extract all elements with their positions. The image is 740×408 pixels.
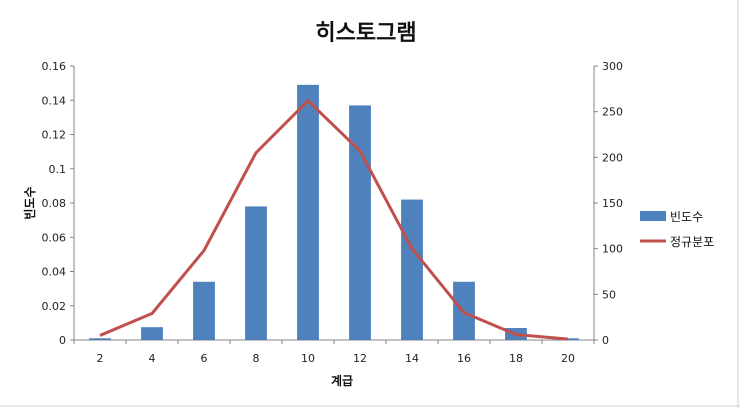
x-tick-label: 10 [301, 352, 315, 365]
y-tick-label: 0.12 [42, 129, 67, 142]
plot-area: 0 0.02 0.04 0.06 0.08 0.1 0.12 0.14 0.16 0 50 100 15… [42, 60, 624, 365]
legend-label-normal: 정규분포 [670, 235, 714, 249]
y-axis-title: 빈도수 [22, 186, 37, 219]
y-tick-label: 0 [59, 334, 66, 347]
chart-title: 히스토그램 [315, 21, 416, 46]
y-tick-label: 0.1 [49, 163, 67, 176]
x-axis-title: 계급 [331, 373, 353, 388]
y2-tick-label: 0 [602, 334, 609, 347]
y-tick-label: 0.08 [42, 197, 67, 210]
histogram-bar [297, 84, 319, 341]
x-tick-label: 6 [201, 352, 208, 365]
x-tick-label: 16 [457, 352, 471, 365]
y-tick-label: 0.04 [42, 266, 67, 279]
y2-tick-label: 250 [602, 106, 623, 119]
y2-tick-label: 50 [602, 288, 616, 301]
y-tick-label: 0.16 [42, 60, 67, 73]
x-tick-label: 14 [405, 352, 419, 365]
y2-tick-label: 200 [602, 151, 623, 164]
legend-swatch-bar [640, 211, 666, 221]
x-tick-label: 2 [97, 352, 104, 365]
normal-distribution-line [99, 99, 569, 341]
y-tick-label: 0.06 [42, 231, 67, 244]
histogram-bar [141, 327, 163, 340]
x-tick-label: 4 [149, 352, 156, 365]
y-tick-label: 0.02 [42, 300, 67, 313]
histogram-bar [193, 281, 215, 340]
x-tick-label: 12 [353, 352, 367, 365]
y2-tick-label: 300 [602, 60, 623, 73]
histogram-bar [401, 199, 423, 340]
x-tick-label: 18 [509, 352, 523, 365]
x-tick-label: 8 [253, 352, 260, 365]
histogram-bar [557, 338, 579, 340]
histogram-bar [245, 206, 267, 340]
legend-label-frequency: 빈도수 [670, 210, 703, 224]
y2-tick-label: 150 [602, 197, 623, 210]
y2-tick-label: 100 [602, 243, 623, 256]
histogram-bar [349, 105, 371, 340]
y-tick-label: 0.14 [42, 94, 67, 107]
x-tick-label: 20 [561, 352, 575, 365]
histogram-bar [89, 338, 111, 340]
